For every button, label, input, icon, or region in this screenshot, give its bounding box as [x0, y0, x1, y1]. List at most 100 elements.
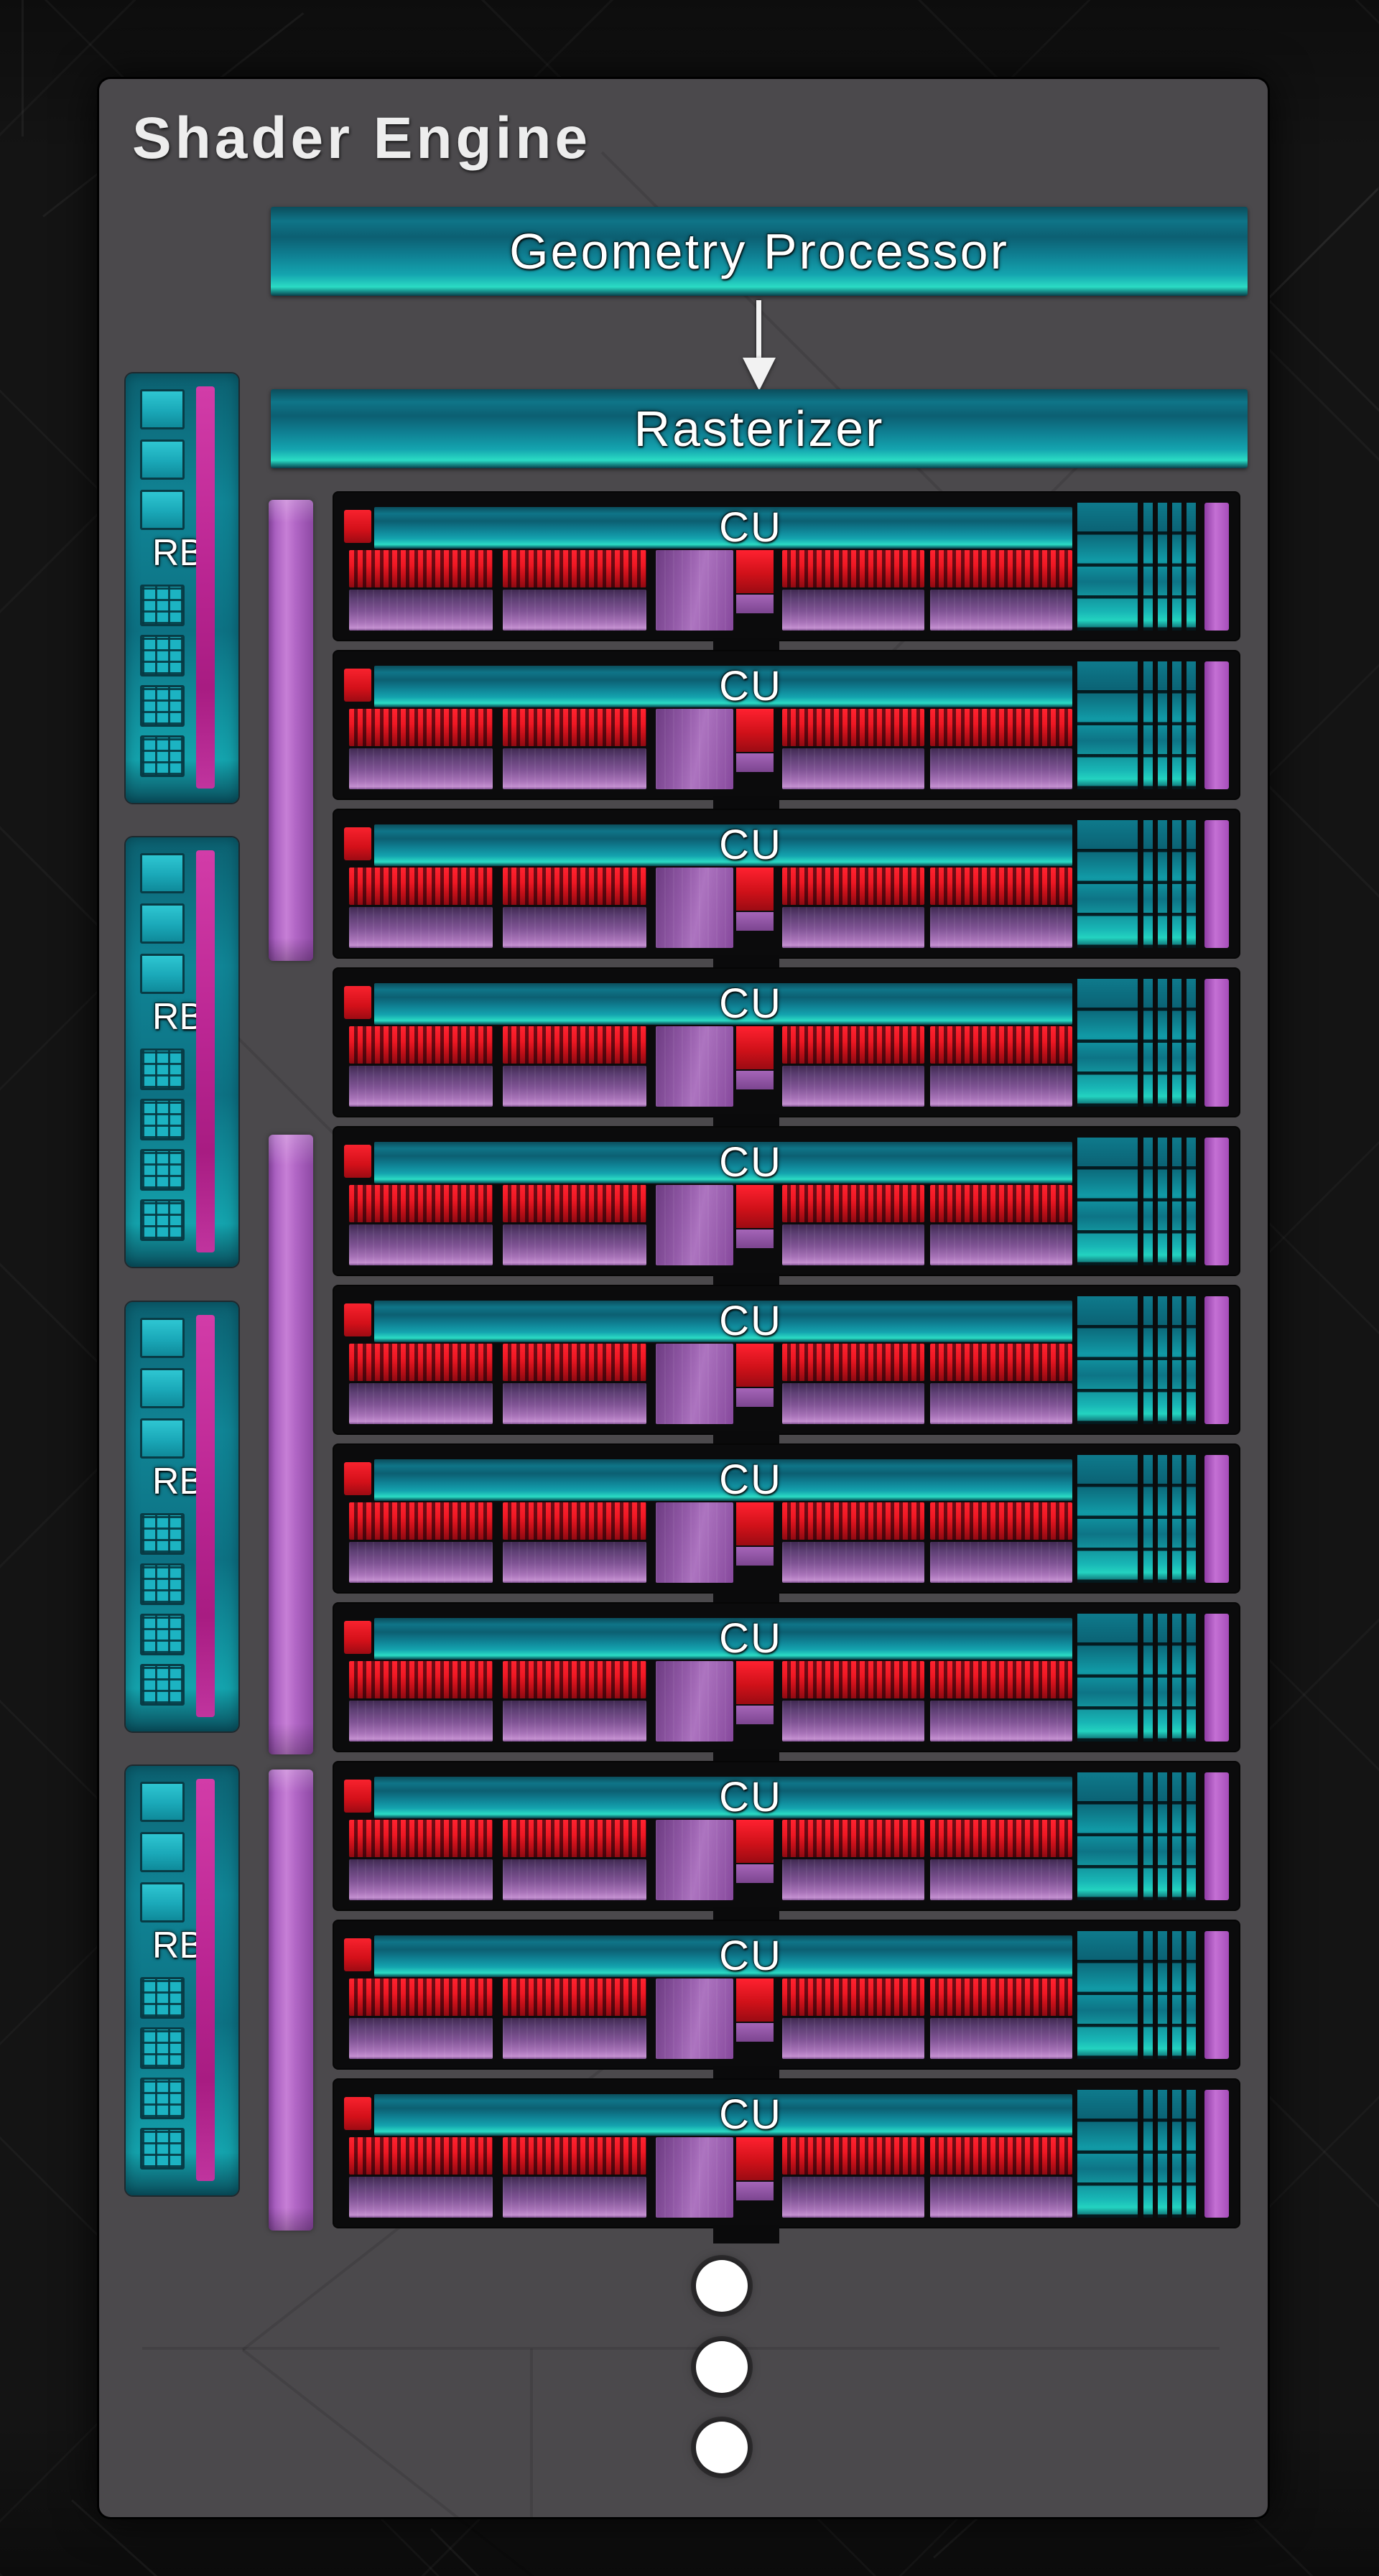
cu-striped-red-block — [503, 1661, 646, 1698]
cu-teal-column — [1143, 1772, 1153, 1900]
rb-cell-grid — [140, 1048, 185, 1090]
cu-teal-column — [1143, 820, 1153, 948]
cu-center-purple-strip — [736, 1388, 774, 1407]
cu-teal-column — [1187, 979, 1196, 1107]
cu-striped-red-block — [349, 1502, 493, 1540]
cu-group-bar — [269, 500, 313, 961]
cu-striped-red-block — [349, 1026, 493, 1064]
cu-center-column — [736, 1979, 774, 2059]
cu-simd-block — [930, 1502, 1072, 1583]
cu-texture-grid-block — [1077, 2090, 1138, 2218]
cu-header-bar — [374, 1777, 1072, 1818]
cu-striped-red-block — [349, 1979, 493, 2016]
cu-teal-column — [1172, 1455, 1181, 1583]
cu-simd-block — [782, 1344, 924, 1424]
rb-cell-grid — [140, 1199, 185, 1241]
cu-teal-column — [1158, 979, 1167, 1107]
cu-striped-red-block — [349, 709, 493, 746]
rb-cell-grid — [140, 1977, 185, 2019]
cu-purple-register-block — [930, 590, 1072, 631]
cu-simd-block — [349, 709, 493, 789]
cu-simd-block — [782, 1820, 924, 1900]
cu-teal-column — [1143, 661, 1153, 789]
rb-cell-plain — [140, 1368, 185, 1408]
cu-striped-red-block — [782, 709, 924, 746]
cu-center-purple-strip — [736, 2182, 774, 2200]
cu-purple-register-block — [349, 1066, 493, 1107]
cu-purple-register-block — [503, 1701, 646, 1742]
cu-right-purple-stripe — [1204, 979, 1229, 1107]
cu-purple-register-block — [782, 907, 924, 948]
cu-simd-block — [782, 1026, 924, 1107]
cu-teal-column — [1187, 1455, 1196, 1583]
cu-striped-red-block — [782, 868, 924, 905]
cu-texture-grid-block — [1077, 820, 1138, 948]
cu-striped-red-block — [782, 1502, 924, 1540]
cu-row: CU — [334, 810, 1239, 974]
cu-texture-grid-block — [1077, 1455, 1138, 1583]
cu-purple-register-block — [930, 2018, 1072, 2059]
cu-teal-column — [1158, 1455, 1167, 1583]
cu-row: CU — [334, 493, 1239, 656]
cu-texture-grid-block — [1077, 1931, 1138, 2059]
cu-center-purple-strip — [736, 1547, 774, 1566]
geometry-processor-bar: Geometry Processor — [271, 207, 1248, 296]
cu-striped-red-block — [782, 1185, 924, 1222]
cu-center-red-block — [736, 1502, 774, 1545]
cu-group-bar — [269, 1135, 313, 1754]
cu-row: CU — [334, 1445, 1239, 1609]
cu-simd-block — [930, 550, 1072, 631]
cu-center-column — [736, 709, 774, 789]
cu-striped-red-block — [930, 2137, 1072, 2175]
cu-row: CU — [334, 969, 1239, 1133]
cu-header-bar — [374, 1935, 1072, 1977]
cu-header-bar — [374, 1301, 1072, 1342]
rb-label: RB — [152, 1925, 205, 1966]
cu-teal-column — [1187, 820, 1196, 948]
cu-simd-block — [503, 1026, 646, 1107]
cu-center-red-block — [736, 1820, 774, 1863]
cu-purple-register-block — [782, 2177, 924, 2218]
cu-striped-red-block — [349, 1344, 493, 1381]
ellipsis-dot — [696, 2341, 748, 2393]
cu-right-purple-stripe — [1204, 661, 1229, 789]
cu-center-column — [736, 1026, 774, 1107]
rb-block: RB — [126, 1766, 238, 2195]
rb-cell-grid — [140, 2027, 185, 2069]
cu-purple-register-block — [930, 1066, 1072, 1107]
rb-label: RB — [152, 996, 205, 1038]
cu-simd-block — [930, 1185, 1072, 1265]
cu-right-purple-stripe — [1204, 820, 1229, 948]
cu-purple-register-block — [782, 748, 924, 789]
cu-purple-register-block — [782, 1383, 924, 1424]
cu-striped-red-block — [782, 1979, 924, 2016]
rb-cell-grid — [140, 685, 185, 727]
cu-simd-block — [349, 1502, 493, 1583]
cu-header-bar — [374, 2094, 1072, 2136]
cu-teal-column — [1158, 1614, 1167, 1742]
rb-label: RB — [152, 1461, 205, 1502]
cu-teal-column — [1143, 503, 1153, 631]
cu-teal-column — [1158, 1931, 1167, 2059]
cu-label: CU — [719, 1774, 782, 1821]
cu-teal-column — [1172, 979, 1181, 1107]
cu-teal-column — [1172, 820, 1181, 948]
rb-cell-plain — [140, 853, 185, 893]
down-arrow-head — [743, 358, 776, 391]
cu-simd-block — [782, 2137, 924, 2218]
cu-purple-register-block — [930, 748, 1072, 789]
cu-simd-block — [503, 2137, 646, 2218]
cu-row: CU — [334, 1127, 1239, 1291]
geometry-processor-label: Geometry Processor — [509, 223, 1009, 279]
cu-simd-block — [503, 1979, 646, 2059]
rb-cell-grid — [140, 1614, 185, 1655]
cu-row: CU — [334, 1921, 1239, 2085]
cu-right-purple-stripe — [1204, 1772, 1229, 1900]
cu-header-bar — [374, 983, 1072, 1025]
rb-cell-grid — [140, 2078, 185, 2119]
cu-center-purple-block — [656, 709, 733, 789]
cu-teal-column — [1143, 1455, 1153, 1583]
cu-center-column — [736, 1820, 774, 1900]
rasterizer-label: Rasterizer — [633, 401, 885, 457]
